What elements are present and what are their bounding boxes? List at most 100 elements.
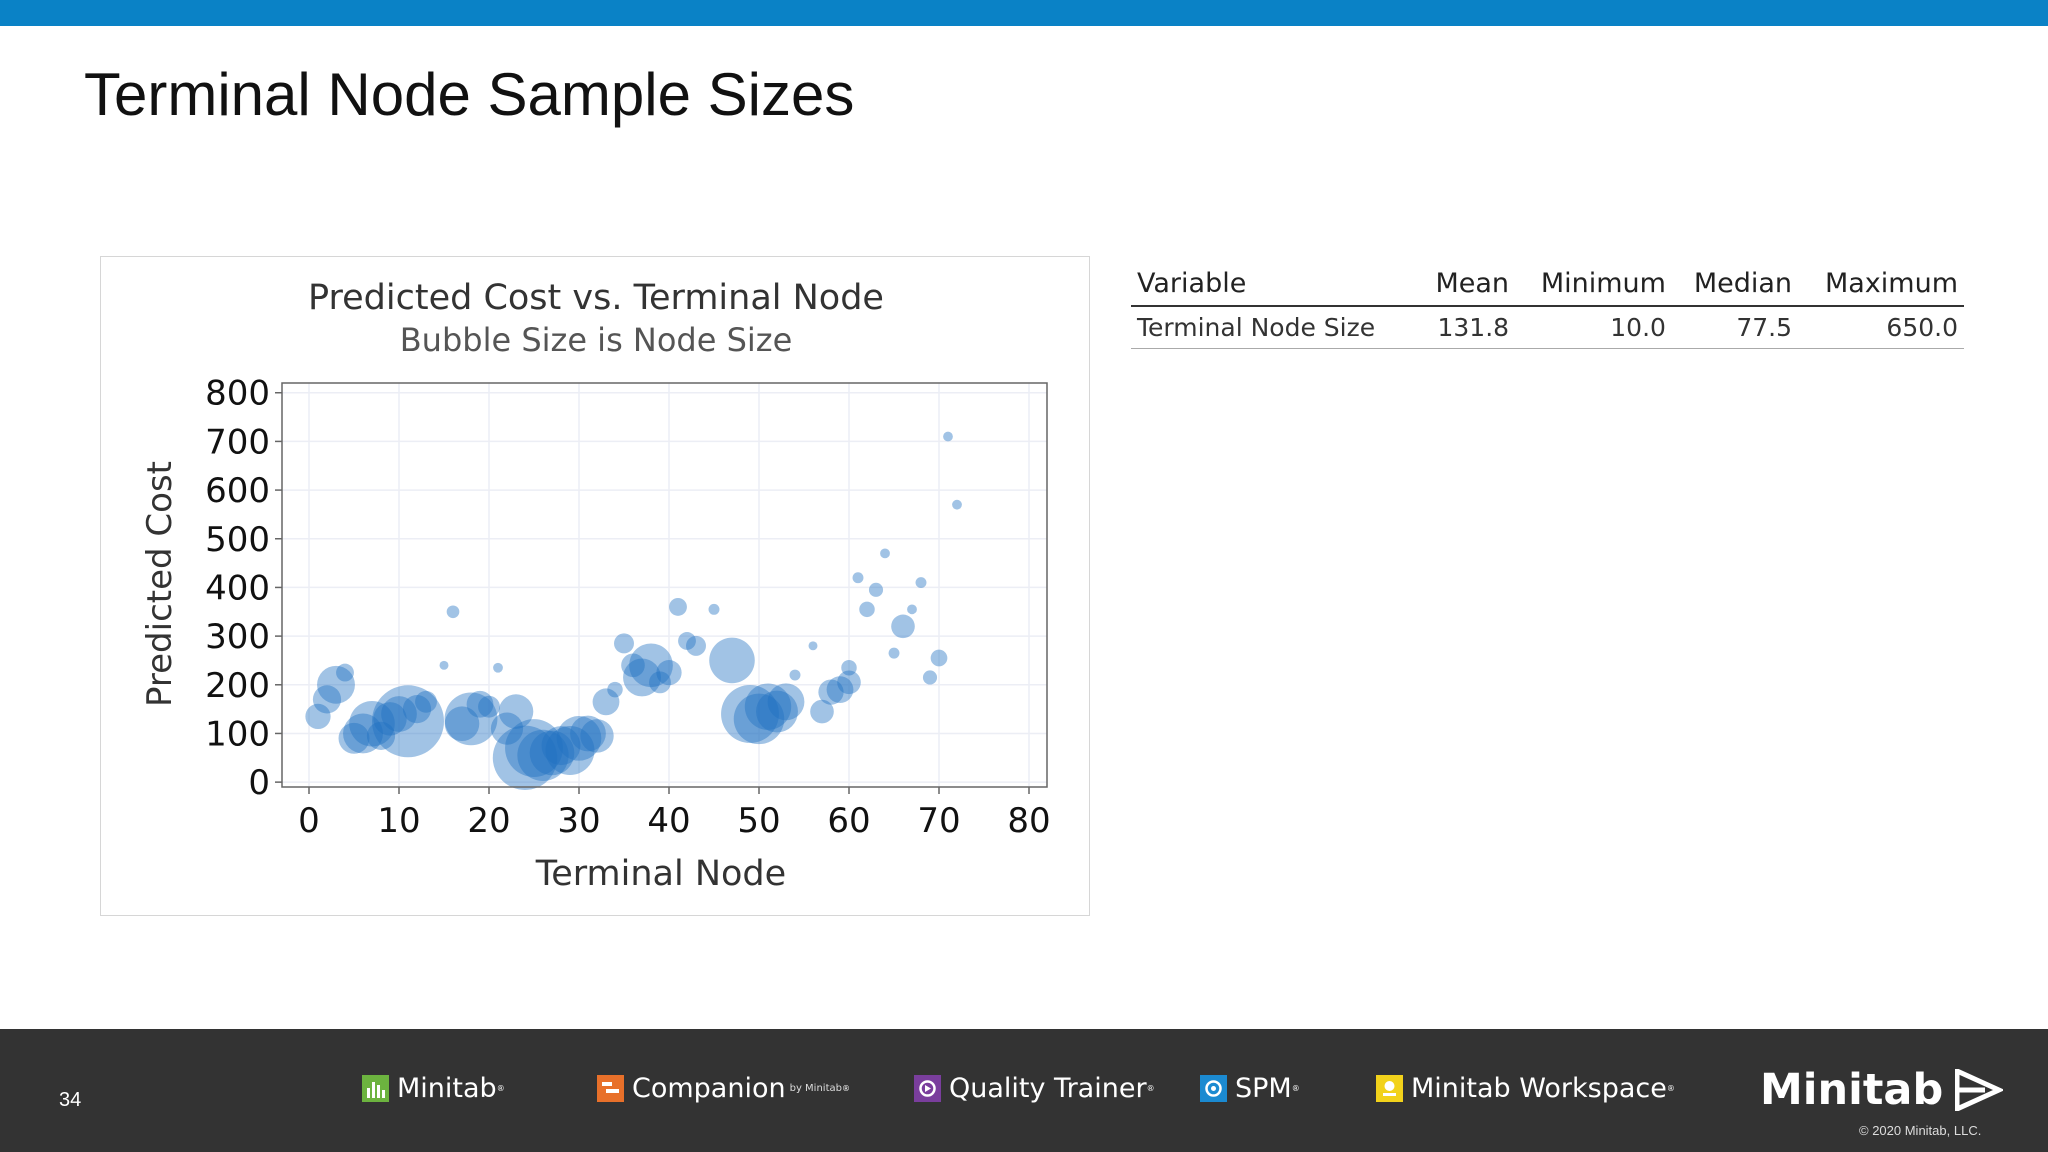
slide-title: Terminal Node Sample Sizes [84, 61, 855, 128]
quality-trainer-icon [914, 1075, 941, 1102]
bubble-point [656, 659, 682, 686]
bubble-point [381, 696, 417, 732]
bubble-point [312, 685, 342, 714]
table-cell: 77.5 [1671, 306, 1799, 349]
plot-area-border [281, 382, 1048, 788]
descriptive-stats-table: Variable Mean Minimum Median Maximum Ter… [1131, 264, 1964, 349]
brand-label: SPM [1235, 1073, 1292, 1104]
y-tick-label: 800 [205, 374, 270, 414]
table-cell: 650.0 [1798, 306, 1964, 349]
bubble-point [621, 653, 645, 678]
copyright-text: © 2020 Minitab, LLC. [1859, 1123, 1982, 1138]
bubble-point [852, 572, 864, 584]
bubble-point [373, 702, 407, 736]
bubble-point [818, 679, 844, 705]
x-tick-label: 20 [467, 801, 510, 841]
brand-minitab[interactable]: Minitab ® [362, 1073, 505, 1104]
bubble-point [545, 726, 595, 775]
x-tick-label: 30 [557, 801, 600, 841]
y-tick-label: 0 [248, 763, 270, 803]
bubble-point [767, 683, 805, 721]
x-tick-label: 70 [917, 801, 960, 841]
column-header: Maximum [1798, 264, 1964, 307]
chart-panel: Predicted Cost vs. Terminal Node Bubble … [100, 256, 1090, 916]
bubble-point [366, 721, 396, 751]
bubble-point [669, 597, 687, 616]
minitab-company-logo: Minitab [1760, 1065, 2004, 1115]
brand-minitab-workspace[interactable]: Minitab Workspace ® [1376, 1073, 1675, 1104]
bubble-point [915, 577, 927, 589]
minitab-bars-icon [362, 1075, 389, 1102]
bubble-point [317, 665, 355, 704]
brand-label: Minitab Workspace [1411, 1073, 1667, 1104]
bubble-point [338, 722, 370, 754]
column-header: Median [1671, 264, 1799, 307]
bubble-point [372, 685, 444, 758]
bubble-point [336, 663, 354, 682]
bubble-point [907, 604, 917, 615]
bubble-point [756, 690, 798, 733]
bubble-point [826, 676, 854, 704]
y-tick-label: 400 [205, 568, 270, 608]
table-row: Terminal Node Size 131.8 10.0 77.5 650.0 [1131, 306, 1964, 349]
table-cell: Terminal Node Size [1131, 306, 1418, 349]
bubble-point [930, 649, 948, 667]
brand-label: Companion [632, 1073, 786, 1104]
bubble-point [678, 632, 696, 650]
y-axis-label: Predicted Cost [140, 461, 180, 707]
chart-title: Predicted Cost vs. Terminal Node [308, 278, 884, 318]
bubble-point [541, 726, 581, 766]
table-cell: 131.8 [1417, 306, 1516, 349]
y-tick-label: 600 [205, 471, 270, 511]
bubble-point [439, 660, 449, 670]
bubble-point [952, 499, 962, 510]
y-tick-label: 300 [205, 617, 270, 657]
bubble-point [708, 603, 720, 615]
bubble-point [789, 669, 801, 681]
bubble-point [808, 641, 818, 651]
x-tick-label: 10 [377, 801, 420, 841]
bubble-point [517, 729, 569, 782]
top-accent-bar [0, 0, 2048, 26]
x-tick-label: 40 [647, 801, 690, 841]
x-tick-label: 0 [298, 801, 320, 841]
x-tick-label: 60 [827, 801, 870, 841]
company-logo-text: Minitab [1760, 1065, 1944, 1115]
bubble-point [490, 712, 524, 745]
column-header: Minimum [1515, 264, 1672, 307]
y-tick-label: 100 [205, 714, 270, 754]
x-tick-label: 80 [1007, 801, 1050, 841]
bubble-point [556, 715, 602, 761]
spm-icon [1200, 1075, 1227, 1102]
brand-spm[interactable]: SPM ® [1200, 1073, 1300, 1104]
brand-companion[interactable]: Companion by Minitab ® [597, 1073, 850, 1104]
bubble-point [415, 690, 437, 713]
table-cell: 10.0 [1515, 306, 1672, 349]
bubble-point [841, 660, 857, 676]
bubble-point [837, 670, 861, 695]
workspace-icon [1376, 1075, 1403, 1102]
bubble-point [343, 713, 383, 754]
brand-quality-trainer[interactable]: Quality Trainer ® [914, 1073, 1155, 1104]
bubble-point [888, 647, 900, 659]
bubble-point [466, 690, 494, 718]
bubble-point [868, 582, 884, 597]
brand-suffix: by Minitab [789, 1083, 842, 1094]
bubble-point [607, 681, 623, 698]
bubble-point [592, 688, 620, 716]
bubble-point [744, 683, 792, 730]
bubble-point [444, 692, 498, 746]
page-number: 34 [59, 1089, 82, 1111]
x-tick-label: 50 [737, 801, 780, 841]
bubble-point [402, 695, 432, 724]
bubble-chart: Predicted Cost vs. Terminal Node Bubble … [140, 278, 1051, 894]
bubble-point [529, 730, 575, 776]
brand-label: Quality Trainer [949, 1073, 1147, 1104]
y-tick-label: 700 [205, 422, 270, 462]
bubble-point [492, 725, 558, 790]
bubble-point [498, 694, 534, 729]
bubble-point [478, 695, 500, 718]
bubble-point [709, 637, 755, 684]
bubble-point [880, 548, 890, 559]
y-tick-label: 200 [205, 666, 270, 706]
